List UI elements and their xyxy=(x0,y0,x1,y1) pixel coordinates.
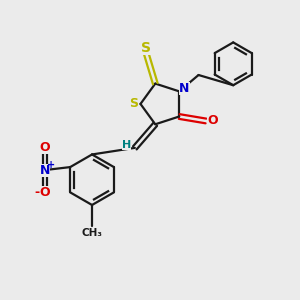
Text: -: - xyxy=(34,186,39,199)
Text: CH₃: CH₃ xyxy=(82,228,103,238)
Text: O: O xyxy=(207,115,218,128)
Text: S: S xyxy=(141,41,152,55)
Text: N: N xyxy=(179,82,190,95)
Text: S: S xyxy=(130,98,138,110)
Text: H: H xyxy=(122,140,131,151)
Text: +: + xyxy=(47,160,56,170)
Text: N: N xyxy=(40,164,50,177)
Text: O: O xyxy=(40,186,50,199)
Text: O: O xyxy=(40,141,50,154)
